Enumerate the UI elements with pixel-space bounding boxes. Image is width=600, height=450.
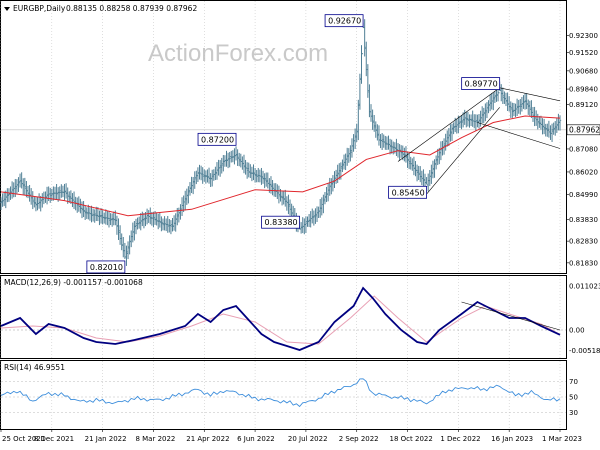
date-tick-label: 20 Jul 2022 (288, 435, 328, 443)
price-annotation-box (86, 260, 126, 274)
price-annotation-box (461, 77, 501, 90)
price-annotation-label: 0.85450 (392, 188, 425, 197)
channel-line (477, 122, 561, 149)
current-price-tag (566, 124, 600, 136)
price-annotation-box (388, 185, 428, 199)
axes: 0.923000.915200.906800.898400.891200.880… (0, 32, 600, 443)
date-tick-label: 2 Sep 2022 (339, 435, 379, 443)
date-tick-label: 21 Apr 2022 (186, 435, 229, 443)
current-price-tag-label: 0.87962 (569, 125, 600, 134)
price-annotation-box (324, 14, 364, 28)
price-annotation-box (197, 132, 237, 146)
price-annotation-label: 0.92670 (328, 17, 361, 26)
date-tick-label: 25 Oct 2021 (2, 435, 45, 443)
price-ytick-label: 0.86020 (569, 168, 598, 176)
watermark: ActionForex.com (148, 40, 328, 67)
channel-line (397, 87, 500, 162)
price-annotation-label: 0.89770 (465, 80, 498, 89)
rsi-panel-border (0, 360, 567, 430)
price-plot: 0.92670 0.89770 0.87200 0.85450 0.83380 0.820… (0, 1, 566, 274)
macd-ytick-label: -0.005182 (569, 347, 600, 355)
rsi-ytick-label: 50 (569, 394, 578, 402)
header-collapse-icon[interactable] (4, 7, 10, 11)
rsi-ytick-label: 70 (569, 378, 578, 386)
price-annotation-label: 0.82010 (90, 263, 123, 272)
price-ytick-label: 0.83830 (569, 216, 598, 224)
date-tick-label: 18 Oct 2022 (390, 435, 433, 443)
price-annotation-box (261, 215, 300, 229)
channel-line (426, 107, 500, 195)
macd-signal-line (0, 295, 561, 345)
rsi-plot (0, 361, 566, 429)
date-tick-label: 16 Jan 2023 (491, 435, 533, 443)
rsi-title: RSI(14) 46.9551 (4, 363, 65, 372)
macd-line (0, 286, 561, 351)
rsi-line (0, 378, 561, 408)
ohlc-values: 0.88135 0.88258 0.87939 0.87962 (66, 4, 197, 13)
macd-ytick-label: 0.011023 (569, 282, 600, 290)
moving-average-line (0, 115, 561, 217)
price-ytick-label: 0.82830 (569, 238, 598, 246)
macd-panel-border (0, 275, 567, 359)
date-tick-label: 6 Jun 2022 (237, 435, 275, 443)
date-tick-label: 8 Dec 2021 (34, 435, 74, 443)
date-tick-label: 8 Mar 2022 (135, 435, 175, 443)
macd-title: MACD(12,26,9) -0.001157 -0.001068 (4, 278, 143, 287)
price-ytick-label: 0.81830 (569, 259, 598, 267)
rsi-ytick-label: 30 (569, 409, 578, 417)
macd-trend-line (461, 301, 561, 331)
price-ytick-label: 0.90680 (569, 67, 598, 75)
macd-ytick-label: 0.00 (569, 327, 585, 335)
price-ytick-label: 0.89840 (569, 86, 598, 94)
channel-line (499, 87, 561, 102)
price-ytick-label: 0.91520 (569, 49, 598, 57)
price-annotation-label: 0.87200 (201, 135, 234, 144)
date-tick-label: 1 Dec 2022 (440, 435, 480, 443)
date-tick-label: 1 Mar 2023 (542, 435, 582, 443)
price-ytick-label: 0.92300 (569, 32, 598, 40)
price-ytick-label: 0.87080 (569, 145, 598, 153)
price-ytick-label: 0.84990 (569, 191, 598, 199)
macd-plot (0, 276, 566, 358)
price-annotation-label: 0.83380 (265, 218, 298, 227)
price-ytick-label: 0.89120 (569, 101, 598, 109)
symbol-label: EURGBP,Daily (13, 4, 66, 13)
chart-header: EURGBP,Daily 0.88135 0.88258 0.87939 0.8… (4, 4, 197, 13)
price-panel-border (0, 0, 567, 274)
date-tick-label: 21 Jan 2022 (85, 435, 127, 443)
